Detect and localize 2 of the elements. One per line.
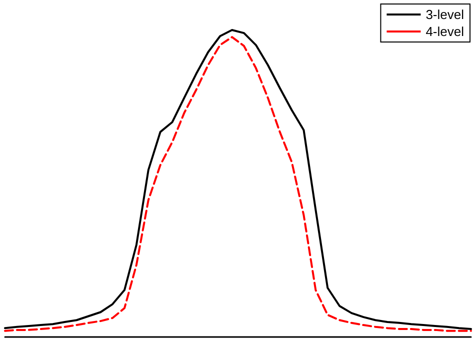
legend-label: 3-level — [426, 7, 464, 22]
legend-label: 4-level — [426, 24, 464, 39]
